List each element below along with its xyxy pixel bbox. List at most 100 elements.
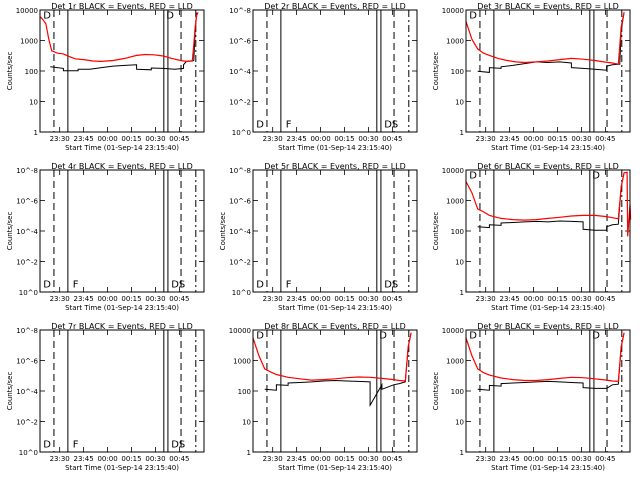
x-tick-label: 23:45 xyxy=(74,295,94,303)
y-tick-label: 10^-8 xyxy=(16,327,38,335)
y-tick-label: 10 xyxy=(29,99,38,107)
panel-title: Det 7r BLACK = Events, RED = LLD xyxy=(51,322,193,331)
x-tick-label: 00:45 xyxy=(595,295,615,303)
x-tick-label: 23:45 xyxy=(500,295,520,303)
series-line-lld xyxy=(465,171,632,237)
x-tick-label: 23:30 xyxy=(476,455,496,463)
panel-title: Det 5r BLACK = Events, RED = LLD xyxy=(264,162,406,171)
x-tick-label: 00:00 xyxy=(310,135,330,143)
panel-title: Det 1r BLACK = Events, RED = LLD xyxy=(51,2,193,11)
x-axis-label: Start Time (01-Sep-14 23:15:40) xyxy=(65,464,179,472)
y-tick-label: 1 xyxy=(247,449,251,457)
y-axis-label: Counts/sec xyxy=(219,212,227,251)
x-tick-label: 00:30 xyxy=(145,135,165,143)
series-line-lld xyxy=(39,12,199,63)
marker-label: D xyxy=(469,330,477,341)
marker-label: F xyxy=(286,119,292,130)
series-line-events xyxy=(477,172,625,231)
y-tick-label: 10^-6 xyxy=(229,38,251,46)
y-axis-label: Counts/sec xyxy=(6,52,14,91)
y-tick-label: 1000 xyxy=(446,358,464,366)
y-tick-label: 1000 xyxy=(446,38,464,46)
y-tick-label: 10^-8 xyxy=(16,167,38,175)
x-tick-label: 23:45 xyxy=(500,455,520,463)
y-tick-label: 1 xyxy=(460,289,464,297)
y-tick-label: 100 xyxy=(25,68,38,76)
y-tick-label: 10^0 xyxy=(232,129,251,137)
x-tick-label: 00:00 xyxy=(523,455,543,463)
panel-title: Det 4r BLACK = Events, RED = LLD xyxy=(51,162,193,171)
panel-det-5r: Det 5r BLACK = Events, RED = LLD Counts/s… xyxy=(219,162,418,312)
y-tick-label: 10 xyxy=(242,419,251,427)
x-tick-label: 00:45 xyxy=(382,135,402,143)
plot-frame xyxy=(465,329,631,453)
x-tick-label: 23:30 xyxy=(263,455,283,463)
x-tick-label: 00:15 xyxy=(334,295,354,303)
x-tick-label: 00:45 xyxy=(595,135,615,143)
panel-title: Det 9r BLACK = Events, RED = LLD xyxy=(477,322,619,331)
x-tick-label: 23:30 xyxy=(50,135,70,143)
x-tick-label: 00:00 xyxy=(97,295,117,303)
series-line-events xyxy=(50,12,198,72)
y-tick-label: 10^-6 xyxy=(16,358,38,366)
x-tick-label: 00:45 xyxy=(169,135,189,143)
y-tick-label: 10^-6 xyxy=(229,198,251,206)
y-tick-label: 100 xyxy=(451,68,464,76)
marker-label: DS xyxy=(171,279,185,290)
x-tick-label: 00:15 xyxy=(121,295,141,303)
x-tick-label: 00:15 xyxy=(547,135,567,143)
series-line-lld xyxy=(252,332,412,382)
x-tick-label: 23:30 xyxy=(263,295,283,303)
x-tick-label: 00:15 xyxy=(547,455,567,463)
y-tick-label: 1000 xyxy=(20,38,38,46)
panel-title: Det 2r BLACK = Events, RED = LLD xyxy=(264,2,406,11)
x-axis-label: Start Time (01-Sep-14 23:15:40) xyxy=(65,144,179,152)
y-tick-label: 10^-4 xyxy=(16,228,38,236)
x-tick-label: 00:15 xyxy=(121,455,141,463)
x-tick-label: 00:00 xyxy=(97,135,117,143)
y-tick-label: 1 xyxy=(460,129,464,137)
y-tick-label: 1000 xyxy=(446,198,464,206)
marker-label: D xyxy=(469,10,477,21)
series-line-events xyxy=(264,332,412,408)
y-tick-label: 10 xyxy=(455,419,464,427)
x-axis-label: Start Time (01-Sep-14 23:15:40) xyxy=(491,464,605,472)
marker-label: D xyxy=(256,279,264,290)
x-tick-label: 23:30 xyxy=(50,295,70,303)
y-axis-label: Counts/sec xyxy=(6,212,14,251)
panel-det-9r: Det 9r BLACK = Events, RED = LLD Counts/s… xyxy=(432,322,631,472)
panel-title: Det 6r BLACK = Events, RED = LLD xyxy=(477,162,619,171)
x-tick-label: 23:45 xyxy=(287,295,307,303)
y-tick-label: 10000 xyxy=(442,167,464,175)
series-line-lld xyxy=(465,12,625,65)
panel-title: Det 8r BLACK = Events, RED = LLD xyxy=(264,322,406,331)
y-tick-label: 10^0 xyxy=(19,449,38,457)
y-tick-label: 10^0 xyxy=(232,289,251,297)
x-tick-label: 23:45 xyxy=(287,455,307,463)
plot-frame xyxy=(39,169,205,293)
plot-frame xyxy=(465,9,631,133)
marker-label: D xyxy=(256,119,264,130)
x-axis-label: Start Time (01-Sep-14 23:15:40) xyxy=(278,144,392,152)
panel-det-2r: Det 2r BLACK = Events, RED = LLD 10^0 10^-… xyxy=(229,2,418,152)
series-line-lld xyxy=(465,332,625,383)
panel-title: Det 3r BLACK = Events, RED = LLD xyxy=(477,2,619,11)
y-tick-label: 10^0 xyxy=(19,289,38,297)
y-tick-label: 10^-4 xyxy=(16,388,38,396)
x-tick-label: 00:15 xyxy=(547,295,567,303)
y-tick-label: 10000 xyxy=(16,7,38,15)
y-tick-label: 10000 xyxy=(442,7,464,15)
y-tick-label: 10^-8 xyxy=(229,7,251,15)
marker-label: D xyxy=(379,330,387,341)
y-tick-label: 100 xyxy=(238,388,251,396)
plot-frame xyxy=(39,9,205,133)
marker-label: DS xyxy=(384,119,398,130)
marker-label: D xyxy=(592,170,600,181)
y-tick-label: 10^-2 xyxy=(229,259,251,267)
marker-label: D xyxy=(43,279,51,290)
y-tick-label: 10^-8 xyxy=(229,167,251,175)
y-tick-label: 1 xyxy=(34,129,38,137)
y-tick-label: 10^-4 xyxy=(229,68,251,76)
x-tick-label: 00:30 xyxy=(571,295,591,303)
